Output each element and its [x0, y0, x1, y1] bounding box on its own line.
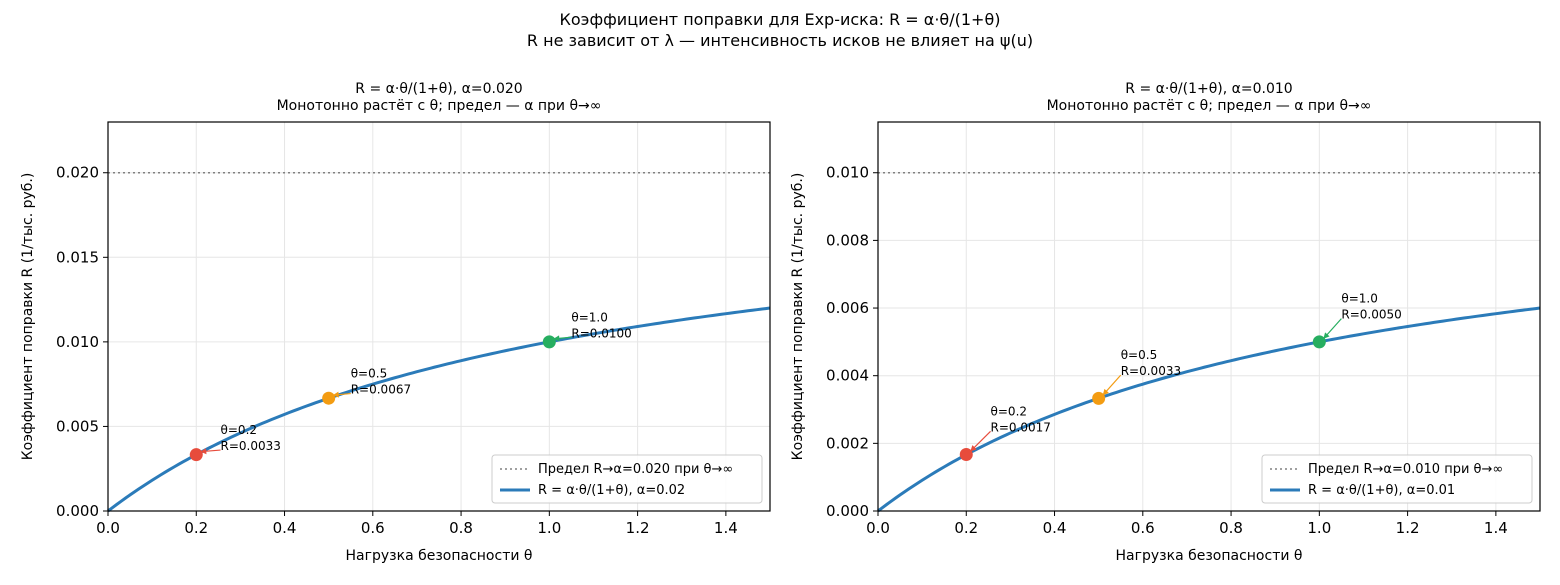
y-tick-label: 0.000	[826, 502, 869, 520]
x-tick-label: 0.8	[1219, 519, 1243, 537]
point-label-r: R=0.0100	[571, 326, 631, 340]
y-tick-label: 0.005	[56, 417, 99, 435]
point-marker	[542, 335, 556, 349]
x-tick-label: 0.0	[96, 519, 120, 537]
x-tick-label: 1.4	[1484, 519, 1508, 537]
point-marker	[1092, 391, 1106, 405]
x-tick-label: 1.2	[626, 519, 650, 537]
point-label-theta: θ=0.5	[1121, 348, 1157, 362]
x-tick-label: 0.6	[361, 519, 385, 537]
chart-title-line-2: Монотонно растёт с θ; предел — α при θ→∞	[277, 98, 602, 114]
x-tick-label: 1.2	[1396, 519, 1420, 537]
annotation-arrowhead	[1102, 388, 1109, 396]
y-tick-label: 0.002	[826, 434, 869, 452]
y-tick-label: 0.015	[56, 248, 99, 266]
x-tick-label: 0.2	[954, 519, 978, 537]
legend-label-limit: Предел R→α=0.020 при θ→∞	[538, 462, 733, 477]
legend-box	[491, 454, 763, 504]
legend: Предел R→α=0.020 при θ→∞ R = α·θ/(1+θ), α…	[491, 454, 763, 504]
x-tick-label: 0.0	[866, 519, 890, 537]
axes-frame	[107, 121, 771, 512]
y-tick-label: 0.010	[826, 164, 869, 182]
point-label-theta: θ=0.2	[221, 423, 257, 437]
x-tick-label: 0.2	[184, 519, 208, 537]
y-tick-label: 0.010	[56, 333, 99, 351]
annotation-arrowhead	[1323, 332, 1330, 339]
point-label-r: R=0.0067	[351, 383, 411, 397]
x-tick-label: 1.0	[537, 519, 561, 537]
legend-label-limit: Предел R→α=0.010 при θ→∞	[1308, 462, 1503, 477]
point-label-r: R=0.0017	[991, 420, 1051, 434]
x-axis-label: Нагрузка безопасности θ	[346, 548, 533, 564]
annotation-arrowhead	[553, 335, 560, 342]
point-label-r: R=0.0033	[221, 439, 281, 453]
y-tick-label: 0.020	[56, 164, 99, 182]
grid	[107, 122, 770, 512]
legend-box	[1261, 454, 1533, 504]
point-marker	[959, 448, 973, 462]
axes-frame	[877, 121, 1541, 512]
x-tick-label: 0.8	[449, 519, 473, 537]
curve-series	[877, 306, 1541, 513]
y-tick-label: 0.000	[56, 502, 99, 520]
grid	[877, 122, 1540, 512]
point-label-theta: θ=1.0	[1341, 292, 1377, 306]
annotation-arrowhead	[970, 445, 977, 452]
point-label-r: R=0.0050	[1341, 308, 1401, 322]
point-label-r: R=0.0033	[1121, 364, 1181, 378]
point-marker	[189, 448, 203, 462]
chart-title-line-1: R = α·θ/(1+θ), α=0.020	[355, 81, 522, 97]
y-axis-label: Коэффициент поправки R (1/тыс. руб.)	[790, 173, 806, 461]
suptitle-line-2: R не зависит от λ — интенсивность исков …	[527, 31, 1033, 50]
x-tick-label: 0.6	[1131, 519, 1155, 537]
x-tick-label: 0.4	[273, 519, 297, 537]
legend-label-curve: R = α·θ/(1+θ), α=0.02	[538, 483, 685, 498]
chart-title-line-2: Монотонно растёт с θ; предел — α при θ→∞	[1047, 98, 1372, 114]
x-tick-label: 1.4	[714, 519, 738, 537]
annotation-arrowhead	[332, 391, 339, 398]
curve-series	[107, 306, 771, 513]
point-label-theta: θ=0.2	[991, 404, 1027, 418]
chart-title-line-1: R = α·θ/(1+θ), α=0.010	[1125, 81, 1292, 97]
y-tick-label: 0.008	[826, 231, 869, 249]
y-tick-label: 0.006	[826, 299, 869, 317]
suptitle-line-1: Коэффициент поправки для Exp-иска: R = α…	[560, 10, 1001, 29]
y-axis-label: Коэффициент поправки R (1/тыс. руб.)	[20, 173, 36, 461]
y-tick-label: 0.004	[826, 367, 869, 385]
point-label-theta: θ=0.5	[351, 367, 387, 381]
point-marker	[322, 391, 336, 405]
annotation-arrowhead	[200, 448, 207, 455]
x-tick-label: 0.4	[1043, 519, 1067, 537]
point-marker	[1312, 335, 1326, 349]
point-label-theta: θ=1.0	[571, 310, 607, 324]
legend: Предел R→α=0.010 при θ→∞ R = α·θ/(1+θ), α…	[1261, 454, 1533, 504]
x-axis-label: Нагрузка безопасности θ	[1116, 548, 1303, 564]
x-tick-label: 1.0	[1307, 519, 1331, 537]
legend-label-curve: R = α·θ/(1+θ), α=0.01	[1308, 483, 1455, 498]
